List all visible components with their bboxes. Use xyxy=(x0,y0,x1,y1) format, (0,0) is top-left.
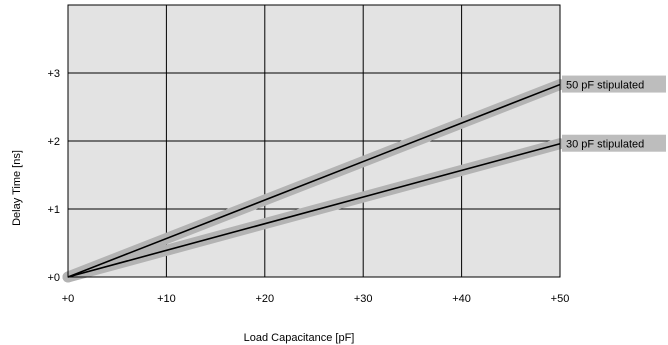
series-label-0: 50 pF stipulated xyxy=(566,80,644,92)
series-callouts: 50 pF stipulated 30 pF stipulated xyxy=(562,75,666,152)
x-axis-title: Load Capacitance [pF] xyxy=(244,332,355,344)
x-tick-label-0: +0 xyxy=(62,293,75,305)
x-tick-label-5: +50 xyxy=(551,293,570,305)
y-axis-title: Delay Time [ns] xyxy=(11,150,23,226)
series-label-box-0 xyxy=(562,75,666,93)
x-tick-label-1: +10 xyxy=(157,293,176,305)
series-lines xyxy=(67,83,561,278)
x-tick-label-4: +40 xyxy=(452,293,471,305)
x-axis-ticks: +0 +10 +20 +30 +40 +50 xyxy=(62,293,570,305)
x-tick-label-2: +20 xyxy=(255,293,274,305)
y-tick-label-2: +2 xyxy=(47,136,60,148)
y-tick-label-3: +3 xyxy=(47,68,60,80)
x-tick-label-3: +30 xyxy=(354,293,373,305)
series-label-1: 30 pF stipulated xyxy=(566,139,644,151)
y-axis-ticks: +0 +1 +2 +3 xyxy=(47,68,60,284)
y-tick-label-1: +1 xyxy=(47,204,60,216)
series-line-0 xyxy=(67,83,561,278)
series-label-box-1 xyxy=(562,134,666,152)
y-tick-label-0: +0 xyxy=(47,272,60,284)
series-line-1 xyxy=(67,142,561,278)
plot-frame xyxy=(67,4,561,278)
